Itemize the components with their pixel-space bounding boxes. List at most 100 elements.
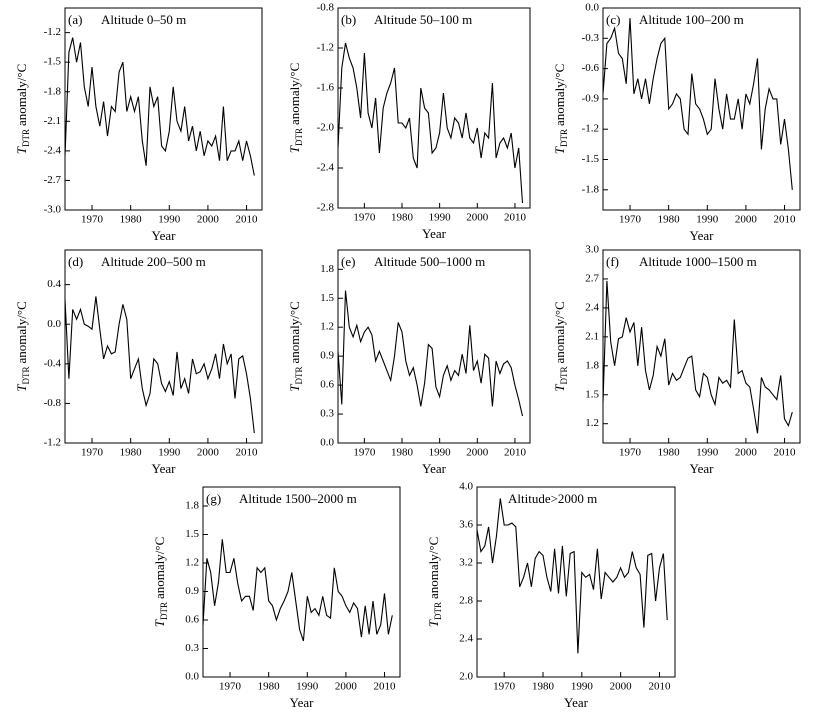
data-line <box>476 498 668 654</box>
x-tick-label: 1980 <box>258 681 281 693</box>
y-tick-label: 1.5 <box>585 388 599 400</box>
y-tick-label: -3.0 <box>44 204 62 216</box>
x-tick-label: 2010 <box>504 447 527 459</box>
x-tick-label: 2010 <box>236 214 259 226</box>
x-tick-label: 1990 <box>158 447 181 459</box>
y-tick-label: 0.9 <box>185 585 199 597</box>
data-line <box>64 296 255 434</box>
y-tick-label: 3.0 <box>585 244 599 256</box>
y-axis-subscript: DTR <box>21 367 31 385</box>
y-axis-symbol: T <box>152 619 167 627</box>
panel-label: (a) <box>68 12 82 27</box>
x-axis-label: Year <box>690 461 715 476</box>
y-tick-label: 2.0 <box>459 671 473 683</box>
x-axis-label: Year <box>152 461 177 476</box>
y-axis-label: TDTR anomaly/°C <box>552 301 569 391</box>
y-axis-symbol: T <box>552 384 567 392</box>
data-line <box>337 42 524 204</box>
x-tick-label: 1990 <box>429 212 452 224</box>
y-tick-label: 0.0 <box>320 437 334 449</box>
y-axis-unit: anomaly/°C <box>14 301 29 363</box>
y-tick-label: 0.6 <box>320 379 334 391</box>
x-tick-label: 2010 <box>648 681 671 693</box>
y-tick-label: 0.0 <box>585 2 599 14</box>
panel: -1.2 -1.5 -1.8 -2.1 -2.4 -2.7 -3.0 1970 1980 1990… <box>14 7 263 243</box>
x-tick-label: 2010 <box>504 212 527 224</box>
panel-label: (d) <box>68 254 83 269</box>
x-tick-label: 1970 <box>81 447 104 459</box>
y-tick-label: 2.4 <box>459 633 473 645</box>
y-axis-label: TDTR anomaly/°C <box>287 63 304 153</box>
x-tick-label: 2000 <box>610 681 633 693</box>
y-axis-label: TDTR anomaly/°C <box>14 301 31 391</box>
y-axis-symbol: T <box>14 146 29 154</box>
panel: 3.0 2.7 2.4 2.1 1.8 1.5 1.2 1970 1980 1990 2000 201… <box>552 244 801 476</box>
x-tick-label: 1990 <box>571 681 594 693</box>
y-tick-label: -1.8 <box>44 85 62 97</box>
y-tick-label: 1.8 <box>185 500 199 512</box>
y-tick-label: -1.5 <box>582 153 600 165</box>
x-axis-label: Year <box>290 695 315 710</box>
y-axis-symbol: T <box>287 145 302 153</box>
panel-label: (g) <box>206 491 221 506</box>
x-tick-label: 1980 <box>658 447 681 459</box>
panel: 1.8 1.5 1.2 0.9 0.6 0.3 0.0 1970 1980 1990 2000 201… <box>287 249 531 476</box>
x-axis-label: Year <box>690 228 715 243</box>
plot-frame <box>602 7 801 211</box>
data-line <box>602 280 793 434</box>
y-tick-label: 0.6 <box>185 614 199 626</box>
x-tick-label: 1970 <box>219 681 242 693</box>
x-tick-label: 1990 <box>296 681 319 693</box>
panel: 0.0 -0.3 -0.6 -0.9 -1.2 -1.5 -1.8 1970 1980 1990 2… <box>552 2 801 243</box>
x-axis-label: Year <box>422 226 447 241</box>
y-tick-label: 2.4 <box>585 301 599 313</box>
x-tick-label: 2000 <box>735 214 758 226</box>
y-axis-unit: anomaly/°C <box>152 537 167 599</box>
x-tick-label: 1970 <box>353 212 376 224</box>
x-tick-label: 2000 <box>466 447 489 459</box>
plot-frame <box>202 486 401 678</box>
panel-title: Altitude 500–1000 m <box>374 254 485 269</box>
plot-frame <box>476 486 676 678</box>
panel-title: Altitude 0–50 m <box>101 12 186 27</box>
y-axis-symbol: T <box>426 619 441 627</box>
y-axis-label: TDTR anomaly/°C <box>552 64 569 154</box>
x-tick-label: 2000 <box>335 681 358 693</box>
plot-frame <box>64 7 263 211</box>
panel-title: Altitude>2000 m <box>508 491 597 506</box>
plot-frame <box>602 249 801 444</box>
x-tick-label: 2010 <box>774 214 797 226</box>
x-tick-label: 1970 <box>493 681 516 693</box>
panel: 0.4 0.0 -0.4 -0.8 -1.2 1970 1980 1990 2000 2010 Ye… <box>14 249 263 476</box>
x-axis-label: Year <box>564 695 589 710</box>
y-tick-label: -0.9 <box>582 92 600 104</box>
y-tick-label: 1.8 <box>320 263 334 275</box>
y-axis-subscript: DTR <box>559 367 569 385</box>
x-tick-label: 1980 <box>658 214 681 226</box>
x-tick-label: 2000 <box>466 212 489 224</box>
panel-label: (f) <box>606 254 619 269</box>
y-tick-label: 1.2 <box>185 557 199 569</box>
y-tick-label: 1.2 <box>320 321 334 333</box>
panel: -0.8 -1.2 -1.6 -2.0 -2.4 -2.8 1970 1980 1990 2000… <box>287 2 531 241</box>
panel-title: Altitude 100–200 m <box>639 12 744 27</box>
x-tick-label: 1980 <box>391 447 414 459</box>
y-axis-label: TDTR anomaly/°C <box>426 537 443 627</box>
y-axis-subscript: DTR <box>433 602 443 620</box>
y-tick-label: -1.2 <box>44 26 61 38</box>
y-axis-symbol: T <box>14 384 29 392</box>
y-tick-label: -2.0 <box>317 122 335 134</box>
plot-frame <box>337 249 531 444</box>
y-tick-label: 3.6 <box>459 519 473 531</box>
x-tick-label: 1980 <box>532 681 555 693</box>
y-tick-label: -1.2 <box>582 123 599 135</box>
y-axis-unit: anomaly/°C <box>14 64 29 126</box>
y-tick-label: 0.9 <box>320 350 334 362</box>
panel: 1.8 1.5 1.2 0.9 0.6 0.3 0.0 1970 1980 1990 2000 201… <box>152 486 401 710</box>
plot-frame <box>64 249 263 444</box>
x-tick-label: 1980 <box>120 447 143 459</box>
y-tick-label: -2.4 <box>44 144 62 156</box>
x-tick-label: 2010 <box>774 447 797 459</box>
y-tick-label: -0.8 <box>317 2 335 14</box>
